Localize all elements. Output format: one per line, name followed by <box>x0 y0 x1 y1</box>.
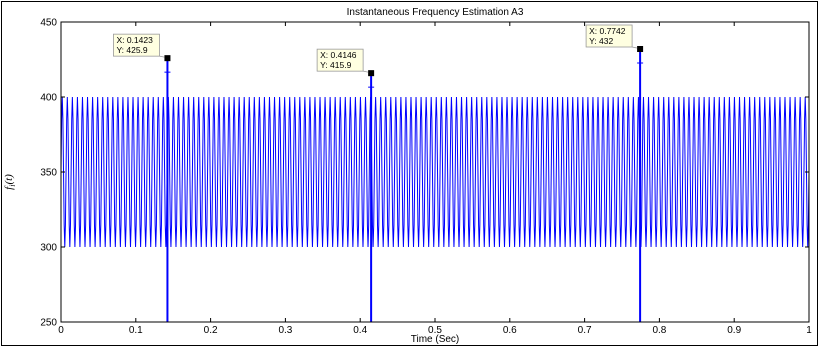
y-axis-label: fi(t) <box>3 174 17 190</box>
x-tick-label: 0.6 <box>503 325 517 336</box>
datatip-y-text: Y: 425.9 <box>116 45 147 55</box>
x-tick-label: 0 <box>58 325 64 336</box>
plot-area <box>60 21 810 323</box>
datatip-pointer <box>363 70 369 73</box>
x-tick-label: 0.5 <box>428 325 442 336</box>
series-group <box>61 96 809 248</box>
x-tick-label: 0.2 <box>204 325 218 336</box>
datatip-pointer <box>632 46 638 49</box>
datatip-marker[interactable] <box>368 70 375 77</box>
chart-title: Instantaneous Frequency Estimation A3 <box>347 7 524 18</box>
x-tick-label: 0.3 <box>278 325 292 336</box>
axis-ticks: 0 0.1 0.2 0.3 0.4 0.5 0.6 0.7 0.8 0.9 1 250 300 350 40… <box>40 18 812 337</box>
y-tick-label: 300 <box>40 243 57 254</box>
datatip-box[interactable] <box>585 24 633 48</box>
datatip-box[interactable] <box>316 48 364 72</box>
datatip-y-text: Y: 415.9 <box>320 60 351 70</box>
series-line <box>61 96 809 248</box>
datatip-y-text: Y: 432 <box>589 36 613 46</box>
y-tick-label: 400 <box>40 93 57 104</box>
x-tick-label: 0.1 <box>129 325 143 336</box>
x-tick-label: 0.8 <box>652 325 666 336</box>
x-tick-label: 0.7 <box>578 325 592 336</box>
y-tick-label: 250 <box>40 318 57 329</box>
datatip-marker[interactable] <box>637 46 644 52</box>
spikes-group <box>164 49 644 322</box>
datatip-pointer <box>159 55 165 58</box>
datatip-x-text: X: 0.7742 <box>589 26 626 36</box>
datatip-box[interactable] <box>113 33 160 57</box>
y-tick-label: 350 <box>40 168 57 179</box>
datatip-x-text: X: 0.1423 <box>116 35 153 45</box>
datatip-marker[interactable] <box>164 55 171 62</box>
y-tick-label: 450 <box>40 18 57 29</box>
x-tick-label: 0.4 <box>353 325 367 336</box>
x-tick-label: 0.9 <box>727 325 741 336</box>
x-axis-label: Time (Sec) <box>411 334 460 345</box>
datatip-x-text: X: 0.4146 <box>320 50 357 60</box>
x-tick-label: 1 <box>806 325 812 336</box>
